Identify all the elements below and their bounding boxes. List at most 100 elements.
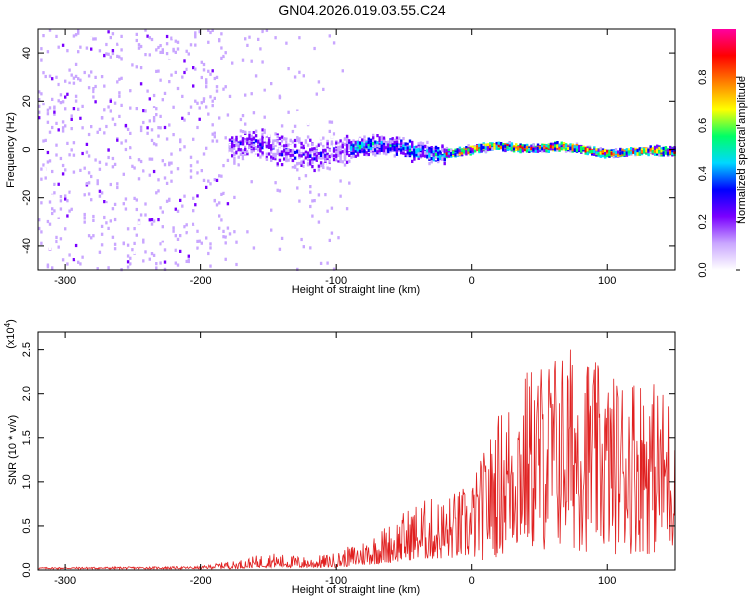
spectrogram-cell [61,120,65,124]
spectrogram-cell [536,143,540,147]
spectrogram-cell [235,135,238,139]
spectrogram-cell [244,248,247,252]
spectrogram-cell [107,189,110,193]
spectrogram-cell [161,242,164,246]
spectrogram-cell [87,192,91,196]
spectrogram-cell [241,58,245,62]
spectrogram-cell [168,56,171,60]
spectrogram-cell [473,146,477,150]
spectrogram-cell [111,156,115,161]
spectrogram-cell [283,127,286,131]
spectrogram-cell [400,151,403,155]
spectrogram-cell [187,259,190,264]
spectrogram-cell [367,137,370,141]
spectrogram-cell [109,36,112,40]
spectrogram-cell [176,86,180,91]
spectrogram-cell [98,194,102,198]
spectrogram-cell [161,107,164,111]
spectrogram-cell [443,162,446,166]
spectrogram-cell [261,29,264,34]
spectrogram-cell [246,155,249,159]
spectrogram-cell [61,43,65,47]
spectrogram-cell [337,236,340,240]
spectrogram-cell [129,89,132,93]
spectrogram-cell [270,146,273,150]
spectrogram-cell [44,176,47,180]
spectrogram-cell [92,214,95,219]
spectrogram-cell [326,156,329,161]
spectrogram-cell [426,152,429,156]
spectrogram-cell [536,146,540,151]
spectrogram-cell [452,150,455,154]
spectrogram-cell [246,141,249,145]
spectrogram-cell [46,108,50,112]
spectrogram-cell [369,147,373,151]
spectrogram-cell [172,226,175,230]
spectrogram-cell [254,139,258,143]
spectrogram-cell [220,56,223,60]
spectrogram-cell [46,150,50,155]
spectrogram-cell [319,261,323,265]
spectrogram-cell [419,147,423,151]
spectrogram-cell [231,141,234,146]
spectrogram-cell [493,146,496,150]
spectrogram-cell [389,141,392,145]
spectrogram-cell [547,144,550,148]
spectrogram-cell [233,153,236,157]
spectrogram-cell [79,232,82,236]
spectrogram-cell [298,209,301,213]
spectrogram-cell [161,225,164,229]
spectrogram-cell [428,154,431,158]
spectrogram-cell [228,94,232,98]
spectrogram-cell [352,151,355,155]
spectrogram-cell [610,149,613,153]
spectrogram-cell [146,34,149,38]
spectrogram-cell [313,199,316,203]
spectrogram-cell [96,124,99,128]
spectrogram-cell [274,141,277,146]
spectrogram-cell [205,81,208,85]
spectrogram-cell [367,142,370,146]
spectrogram-cell [133,241,136,245]
spectrogram-cell [296,267,299,271]
spectrogram-cell [196,194,199,198]
spectrogram-cell [523,144,527,148]
spectrogram-cell [291,150,295,154]
spectrogram-cell [239,137,243,141]
spectrogram-cell [135,198,138,202]
spectrogram-cell [185,67,188,71]
spectrogram-cell [434,145,438,149]
spectrogram-cell [211,99,214,103]
spectrogram-cell [365,153,368,157]
spectrogram-cell [237,163,240,167]
spectrogram-cell [521,146,524,150]
spectrogram-cell [558,147,561,151]
spectrogram-cell [215,139,219,143]
spectrogram-cell [562,144,566,148]
spectrogram-cell [100,232,104,236]
spectrogram-cell [81,201,84,205]
spectrogram-cell [339,158,342,162]
spectrogram-cell [42,34,45,38]
spectrogram-cell [142,225,145,229]
spectrogram-cell [196,160,199,164]
spectrogram-cell [81,255,84,259]
spectrogram-cell [250,99,253,103]
spectrogram-cell [304,164,308,168]
spectrogram-cell [298,36,301,40]
spectrogram-cell [159,242,162,246]
spectrogram-cell [202,152,206,156]
spectrogram-cell [460,148,464,152]
spectrogram-cell [231,61,234,65]
spectrogram-cell [198,117,201,121]
spectrogram-cell [120,53,123,57]
spectrogram-cell [276,162,279,166]
spectrogram-cell [278,147,282,151]
spectrogram-cell [189,265,193,269]
spectrogram-cell [205,99,208,104]
spectrogram-cell [332,132,336,136]
spectrogram-cell [354,140,357,144]
spectrogram-cell [51,211,54,216]
spectrogram-cell [417,142,420,146]
spectrogram-cell [46,120,50,124]
